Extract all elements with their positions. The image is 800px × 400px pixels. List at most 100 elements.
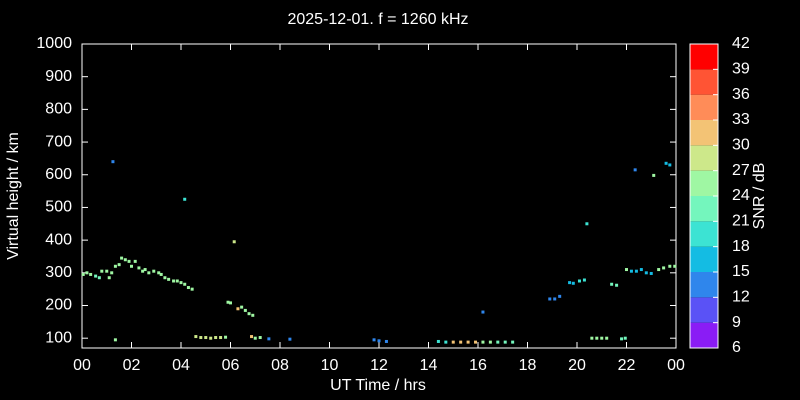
data-point — [107, 276, 111, 280]
colorbar-tick-label: 24 — [732, 187, 750, 204]
colorbar-tick-label: 27 — [732, 162, 750, 179]
data-point — [481, 340, 485, 344]
colorbar-tick-label: 30 — [732, 137, 750, 154]
x-tick-label: 20 — [568, 357, 586, 374]
data-point — [204, 336, 208, 340]
data-point — [511, 340, 515, 344]
data-point — [183, 282, 187, 286]
x-tick-label: 10 — [321, 357, 339, 374]
data-point — [605, 336, 609, 340]
data-point — [219, 336, 223, 340]
colorbar-tick-label: 21 — [732, 213, 750, 230]
data-point — [657, 268, 661, 272]
chart-title: 2025-12-01. f = 1260 kHz — [287, 11, 468, 28]
x-tick-label: 14 — [420, 357, 438, 374]
data-point — [444, 340, 448, 344]
data-point — [258, 336, 262, 340]
data-point — [673, 264, 677, 268]
data-point — [190, 287, 194, 291]
data-point — [639, 268, 643, 272]
data-point — [120, 256, 124, 260]
colorbar-band — [690, 246, 718, 272]
data-point — [590, 336, 594, 340]
y-tick-label: 900 — [45, 68, 72, 85]
colorbar-band — [690, 196, 718, 222]
data-point — [615, 283, 619, 287]
data-point — [633, 168, 637, 172]
data-point — [89, 272, 93, 276]
data-point — [548, 297, 552, 301]
data-point — [623, 336, 627, 340]
data-point — [199, 336, 203, 340]
y-tick-label: 100 — [45, 329, 72, 346]
data-point — [649, 271, 653, 275]
data-point — [288, 337, 292, 341]
x-tick-label: 22 — [618, 357, 636, 374]
data-point — [167, 277, 171, 281]
colorbar-tick-label: 36 — [732, 86, 750, 103]
data-point — [117, 263, 121, 267]
colorbar-band — [690, 120, 718, 146]
data-point — [240, 305, 244, 309]
data-point — [629, 269, 633, 273]
data-point — [229, 301, 232, 305]
data-point — [267, 337, 271, 341]
data-point — [481, 310, 485, 314]
colorbar-tick-label: 39 — [732, 61, 750, 78]
x-tick-label: 06 — [222, 357, 240, 374]
colorbar-band — [690, 322, 718, 348]
y-axis-label: Virtual height / km — [5, 132, 22, 260]
y-tick-label: 800 — [45, 101, 72, 118]
data-point — [436, 339, 440, 343]
data-point — [209, 336, 213, 340]
data-point — [141, 269, 145, 273]
data-point — [147, 271, 151, 275]
data-point — [81, 272, 85, 276]
y-tick-label: 300 — [45, 264, 72, 281]
colorbar-band — [690, 69, 718, 95]
data-point — [571, 281, 575, 285]
data-point — [110, 271, 114, 275]
data-point — [179, 281, 183, 285]
data-point — [568, 281, 572, 285]
x-tick-label: 00 — [73, 357, 91, 374]
data-point — [250, 335, 254, 339]
colorbar-tick-label: 9 — [732, 314, 741, 331]
data-point — [183, 197, 187, 201]
colorbar-tick-label: 33 — [732, 111, 750, 128]
data-point — [113, 338, 117, 342]
data-point — [600, 336, 604, 340]
colorbar-band — [690, 44, 718, 70]
data-point — [143, 268, 147, 272]
data-point — [226, 300, 230, 304]
data-point — [662, 266, 666, 270]
colorbar-tick-label: 15 — [732, 263, 750, 280]
data-point — [100, 269, 104, 273]
data-point — [232, 240, 236, 244]
colorbar-band — [690, 145, 718, 171]
data-point — [634, 269, 638, 273]
data-point — [384, 339, 388, 343]
data-point — [582, 278, 586, 282]
data-point — [466, 340, 470, 344]
data-point — [610, 282, 614, 286]
data-point — [496, 340, 500, 344]
data-point — [194, 335, 198, 339]
y-tick-label: 600 — [45, 166, 72, 183]
x-tick-label: 16 — [469, 357, 487, 374]
x-tick-label: 12 — [370, 357, 388, 374]
data-point — [377, 339, 381, 343]
data-point — [243, 308, 247, 312]
data-point — [558, 294, 562, 298]
data-point — [137, 266, 141, 270]
data-point — [595, 336, 599, 340]
data-point — [553, 297, 557, 301]
colorbar-label: SNR / dB — [751, 163, 768, 230]
colorbar-tick-label: 18 — [732, 238, 750, 255]
y-tick-label: 400 — [45, 231, 72, 248]
data-point — [163, 276, 167, 280]
colorbar-band — [690, 94, 718, 120]
data-point — [224, 335, 228, 339]
